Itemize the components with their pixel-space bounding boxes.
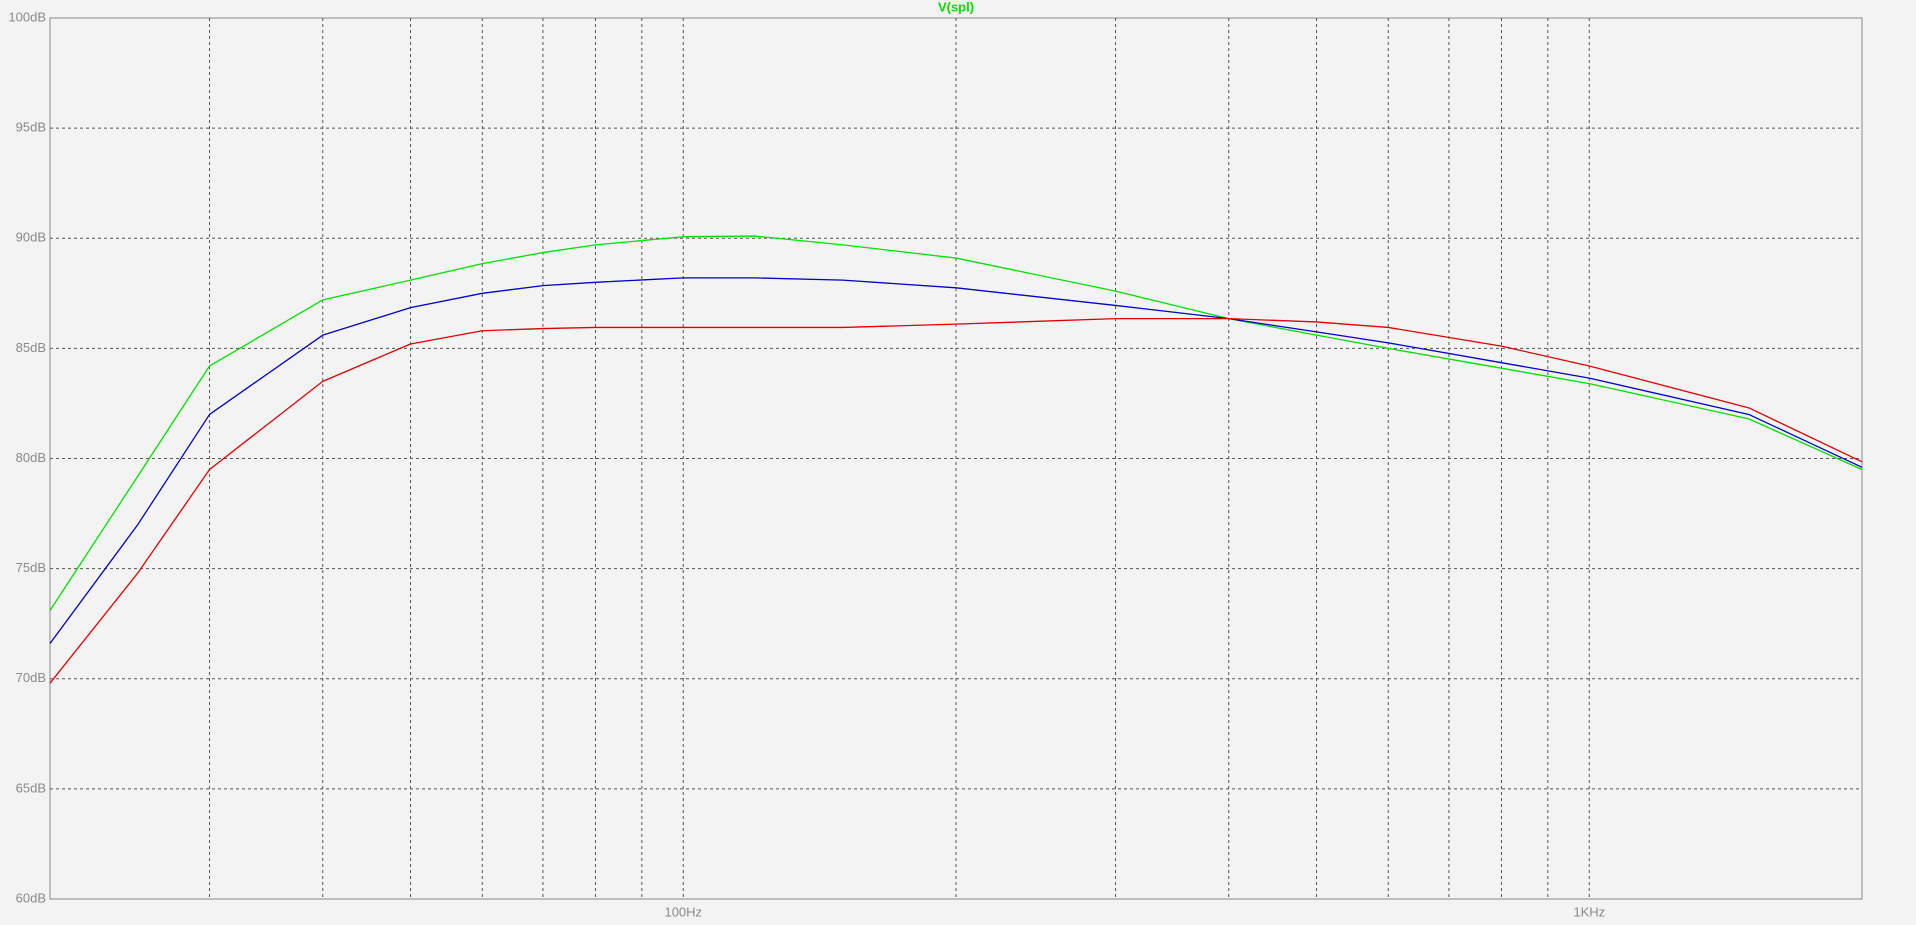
y-tick-label: 85dB [16,340,46,355]
y-tick-label: 95dB [16,120,46,135]
series-line [49,277,1863,644]
x-tick-label: 100Hz [664,904,702,919]
y-tick-label: 80dB [16,450,46,465]
x-tick-label: 1KHz [1573,904,1605,919]
y-tick-label: 60dB [16,890,46,905]
y-tick-label: 75dB [16,560,46,575]
y-tick-label: 70dB [16,670,46,685]
series-line [49,235,1863,611]
y-tick-label: 100dB [8,9,46,24]
y-tick-label: 90dB [16,230,46,245]
chart-title: V(spl) [938,0,974,14]
series-line [49,317,1863,684]
y-tick-label: 65dB [16,780,46,795]
